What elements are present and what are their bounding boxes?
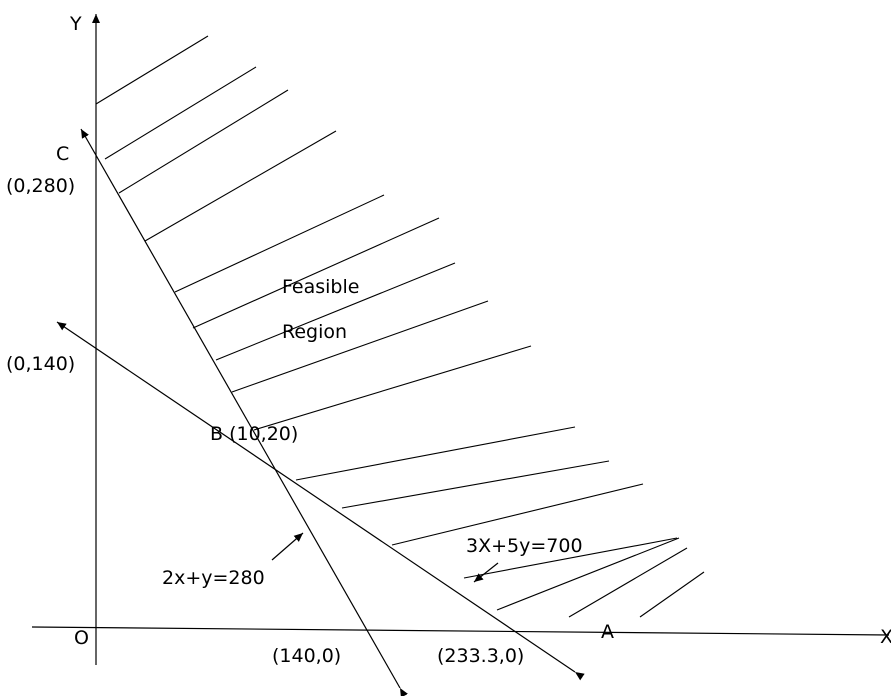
feasible-region-hatching: [95, 35, 705, 618]
y-axis-label: Y: [69, 13, 82, 35]
point-c-label: C: [56, 143, 69, 165]
constraint-line-2x-y-280: [80, 128, 408, 696]
y-intercept-140-coord: (0,140): [6, 353, 75, 375]
point-b-label: B (10,20): [210, 423, 298, 445]
equation-pointer-arrow-1: [271, 532, 304, 561]
feasible-region-label-1: Feasible: [282, 276, 359, 298]
point-c-coord: (0,280): [6, 175, 75, 197]
equation-3x-5y-700: 3X+5y=700: [466, 535, 583, 557]
feasible-region-label-2: Region: [282, 321, 347, 343]
x-axis-label: X: [880, 626, 891, 648]
x-axis: [31, 626, 890, 636]
equation-2x-y-280: 2x+y=280: [162, 567, 265, 589]
point-a-label: A: [601, 621, 614, 643]
x-intercept-140-coord: (140,0): [272, 645, 341, 667]
x-intercept-233-coord: (233.3,0): [437, 645, 524, 667]
origin-label: O: [74, 627, 89, 649]
constraint-line-3x-5y-700: [56, 321, 585, 681]
equation-pointer-arrow-2: [473, 562, 499, 583]
